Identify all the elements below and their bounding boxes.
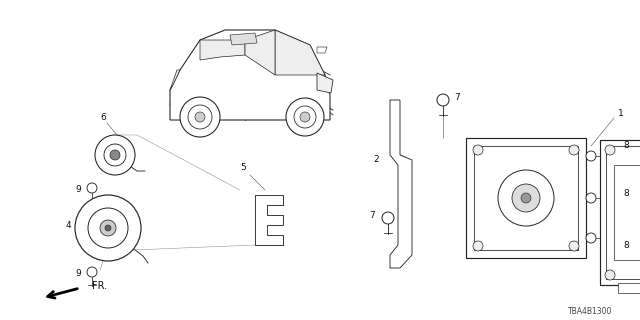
Text: 1: 1 <box>618 109 624 118</box>
Polygon shape <box>390 100 412 268</box>
Circle shape <box>104 144 126 166</box>
Circle shape <box>473 241 483 251</box>
Circle shape <box>110 150 120 160</box>
Circle shape <box>188 105 212 129</box>
Polygon shape <box>170 70 180 90</box>
Circle shape <box>100 220 116 236</box>
Circle shape <box>473 145 483 155</box>
Circle shape <box>437 94 449 106</box>
Circle shape <box>382 212 394 224</box>
Circle shape <box>569 241 579 251</box>
Text: TBA4B1300: TBA4B1300 <box>568 308 612 316</box>
Polygon shape <box>230 33 257 45</box>
Circle shape <box>87 267 97 277</box>
Polygon shape <box>317 73 333 93</box>
Text: 2: 2 <box>373 156 379 164</box>
Circle shape <box>286 98 324 136</box>
Text: 9: 9 <box>75 269 81 278</box>
Circle shape <box>294 106 316 128</box>
Bar <box>614 165 640 260</box>
Polygon shape <box>275 30 325 75</box>
Text: 8: 8 <box>623 242 629 251</box>
Text: FR.: FR. <box>92 281 107 291</box>
Polygon shape <box>317 47 327 53</box>
Circle shape <box>586 151 596 161</box>
Text: 8: 8 <box>623 188 629 197</box>
Circle shape <box>605 145 615 155</box>
Text: 4: 4 <box>65 221 71 230</box>
Circle shape <box>88 208 128 248</box>
Bar <box>466 138 586 258</box>
Bar <box>618 283 640 293</box>
Bar <box>600 140 640 285</box>
Circle shape <box>521 193 531 203</box>
Circle shape <box>75 195 141 261</box>
Polygon shape <box>200 40 245 60</box>
Circle shape <box>300 112 310 122</box>
Circle shape <box>498 170 554 226</box>
Polygon shape <box>245 30 275 75</box>
Text: 9: 9 <box>75 186 81 195</box>
Text: 7: 7 <box>454 93 460 102</box>
Bar <box>474 146 578 250</box>
Circle shape <box>180 97 220 137</box>
Circle shape <box>195 112 205 122</box>
Polygon shape <box>170 30 330 120</box>
Circle shape <box>586 193 596 203</box>
Circle shape <box>105 225 111 231</box>
Circle shape <box>569 145 579 155</box>
Text: 5: 5 <box>240 163 246 172</box>
Bar <box>606 146 640 279</box>
Circle shape <box>95 135 135 175</box>
Text: 6: 6 <box>100 113 106 122</box>
Text: 8: 8 <box>623 141 629 150</box>
Text: 7: 7 <box>369 212 375 220</box>
Circle shape <box>605 270 615 280</box>
Circle shape <box>586 233 596 243</box>
Circle shape <box>512 184 540 212</box>
Polygon shape <box>255 195 283 245</box>
Circle shape <box>87 183 97 193</box>
